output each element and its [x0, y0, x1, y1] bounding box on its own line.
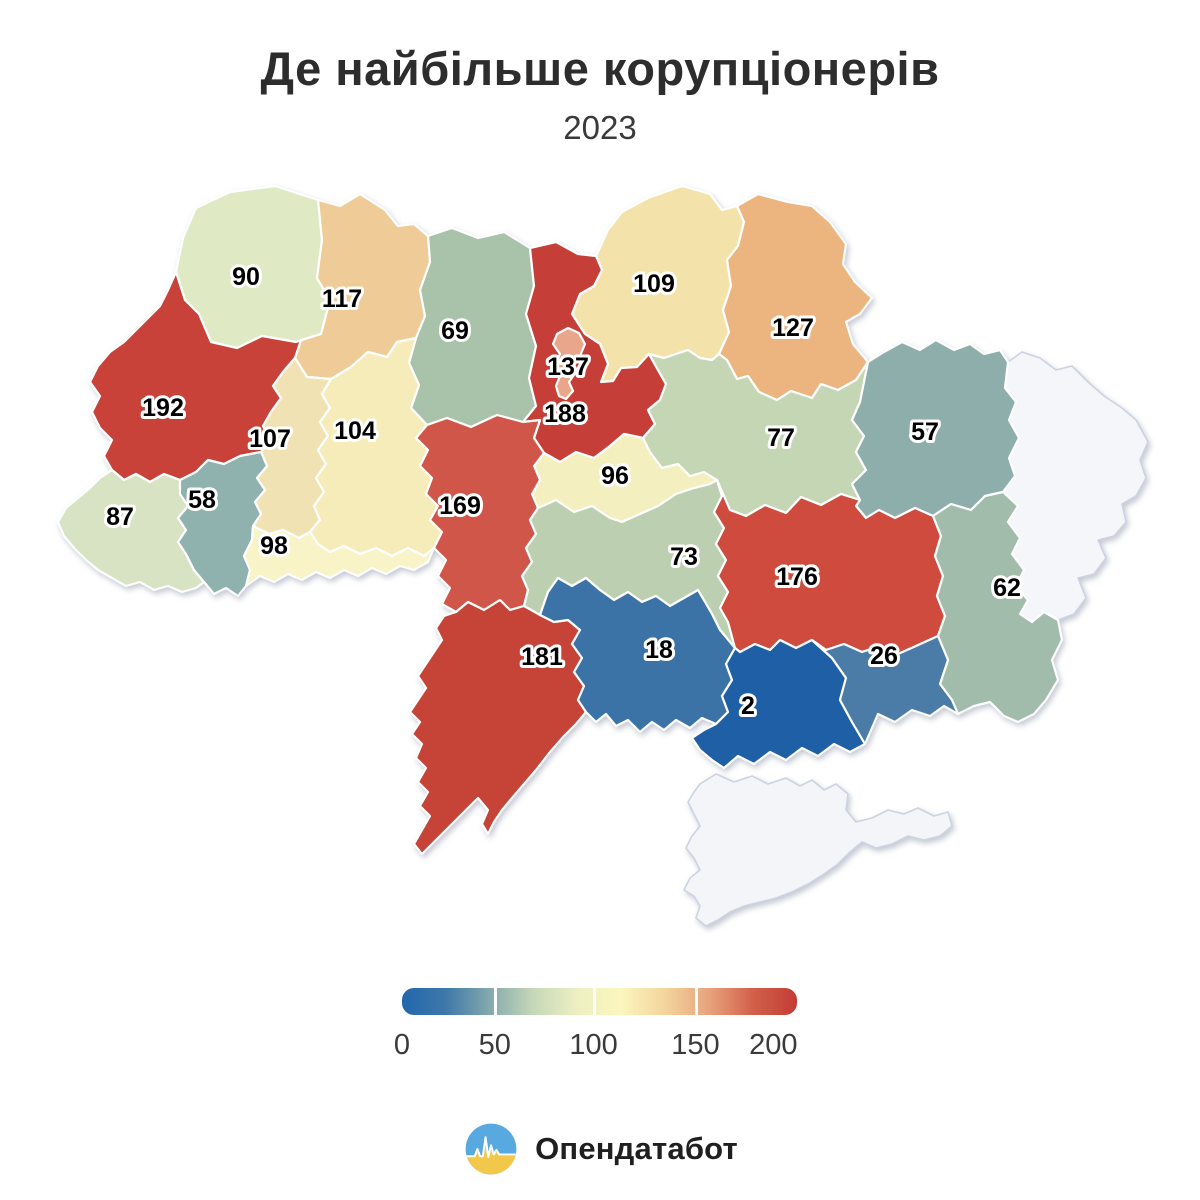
header: Де найбільше корупціонерів 2023 — [0, 0, 1200, 147]
legend-separator — [593, 988, 597, 1015]
region-value-label-zakarpattia: 87 — [106, 503, 134, 531]
legend-tick-labels: 0 50 100 150 200 — [394, 1029, 798, 1063]
region-value-label-ternopil: 107 — [249, 425, 291, 453]
region-value-label-vinnytsia: 169 — [439, 492, 481, 520]
region-value-label-sumy: 127 — [772, 314, 814, 342]
brand-name: Опендатабот — [535, 1131, 738, 1166]
region-zaporizhzhia — [810, 634, 960, 746]
region-odesa — [408, 598, 588, 856]
region-value-label-chernivtsi: 98 — [260, 532, 288, 560]
region-value-label-khmelnytskyi: 104 — [334, 417, 376, 445]
page-title: Де найбільше корупціонерів — [260, 42, 940, 95]
region-value-label-dnipropetrovsk: 176 — [776, 563, 818, 591]
region-value-label-zaporizhzhia: 26 — [870, 642, 898, 670]
region-kherson — [690, 638, 867, 770]
region-value-label-donetsk: 62 — [993, 574, 1021, 602]
region-value-label-kharkiv: 57 — [911, 418, 939, 446]
region-value-label-kirovohrad: 73 — [670, 543, 698, 571]
brand-footer: Опендатабот — [0, 1120, 1200, 1178]
legend-tick-200: 200 — [749, 1029, 798, 1061]
region-value-label-poltava: 77 — [767, 424, 795, 452]
color-scale-legend: 0 50 100 150 200 — [394, 988, 798, 1063]
region-chernivtsi — [242, 524, 436, 588]
legend-separator — [494, 988, 498, 1015]
region-value-label-ivano-frankivsk: 58 — [188, 486, 216, 514]
region-value-label-odesa: 181 — [521, 643, 563, 671]
region-value-label-cherkasy: 96 — [601, 462, 629, 490]
opendatabot-logo-icon — [465, 1123, 517, 1175]
region-donetsk — [931, 490, 1064, 724]
legend-gradient-bar — [402, 988, 797, 1015]
subtitle-year: 2023 — [563, 109, 637, 147]
region-value-label-volyn: 90 — [232, 263, 260, 291]
region-value-label-mykolaiv: 18 — [645, 636, 673, 664]
legend-separator — [695, 988, 699, 1015]
legend-tick-50: 50 — [478, 1029, 511, 1061]
legend-tick-100: 100 — [569, 1029, 618, 1061]
region-value-label-kyiv-oblast: 188 — [544, 400, 586, 428]
region-crimea — [683, 773, 953, 927]
legend-tick-0: 0 — [393, 1029, 411, 1061]
region-value-label-chernihiv: 109 — [633, 270, 675, 298]
region-value-label-kherson: 2 — [741, 692, 755, 720]
region-value-label-zhytomyr: 69 — [441, 317, 469, 345]
legend-tick-150: 150 — [671, 1029, 720, 1061]
region-value-label-rivne: 117 — [322, 285, 362, 313]
region-kyiv-city — [551, 326, 587, 401]
region-value-label-lviv: 192 — [142, 394, 184, 422]
region-value-label-kyiv-city: 137 — [547, 353, 589, 381]
region-luhansk — [1002, 351, 1149, 623]
